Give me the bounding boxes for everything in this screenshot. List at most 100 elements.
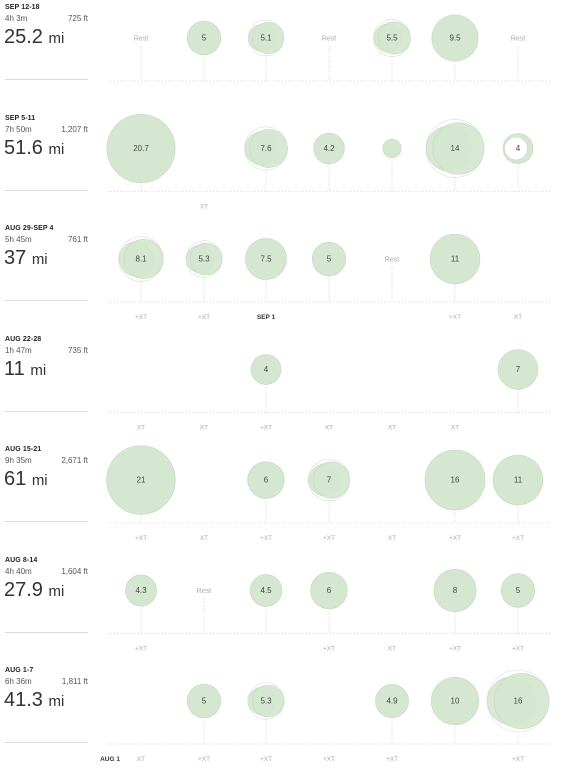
week-miles-unit: mi bbox=[31, 472, 48, 489]
cross-training-label: XT bbox=[388, 646, 396, 653]
cross-training-label: +XT bbox=[260, 756, 272, 763]
run-distance-label: 7.5 bbox=[260, 255, 272, 264]
run-distance-label: 16 bbox=[451, 476, 460, 485]
run-distance-label: 14 bbox=[451, 144, 460, 153]
run-bubble bbox=[125, 574, 157, 607]
run-bubble bbox=[431, 14, 479, 62]
run-distance-label: 4.3 bbox=[135, 586, 147, 595]
run-bubble bbox=[433, 568, 477, 613]
week-miles-value: 11 bbox=[4, 357, 25, 380]
cross-training-label: +XT bbox=[135, 646, 147, 653]
cross-training-label: +XT bbox=[449, 314, 461, 321]
week-elevation: 1,207 ft bbox=[61, 124, 88, 134]
week-summary: SEP 12-18 4h 3m 725 ft 25.2 mi bbox=[0, 0, 584, 110]
week-elevation: 1,811 ft bbox=[61, 677, 88, 686]
run-bubble bbox=[252, 22, 284, 54]
cross-training-label: +XT bbox=[386, 756, 398, 763]
run-bubble bbox=[245, 238, 287, 280]
run-distance-label: 5.1 bbox=[260, 34, 272, 43]
week-total-distance: 51.6 mi bbox=[4, 137, 64, 160]
week-summary: AUG 1-7 6h 36m 1,811 ft 41.3 mi bbox=[0, 663, 584, 773]
run-bubble bbox=[313, 132, 345, 165]
cross-training-label: +XT bbox=[512, 535, 524, 542]
week-summary-divider bbox=[5, 300, 88, 301]
run-distance-label: 7.6 bbox=[260, 144, 272, 153]
cross-training-label: XT bbox=[137, 756, 145, 763]
week-summary: SEP 5-11 7h 50m 1,207 ft 51.6 mi bbox=[0, 111, 584, 221]
run-bubble-outline bbox=[244, 126, 288, 171]
cross-training-label: XT bbox=[200, 535, 208, 542]
week-duration: 6h 36m bbox=[5, 677, 32, 686]
week-total-distance: 11 mi bbox=[4, 358, 46, 381]
week-total-distance: 27.9 mi bbox=[4, 579, 64, 602]
week-duration: 4h 40m bbox=[5, 566, 32, 576]
week-summary-divider bbox=[5, 631, 88, 633]
week-duration: 5h 45m bbox=[5, 235, 32, 244]
run-bubble bbox=[500, 573, 536, 608]
month-start-label: SEP 1 bbox=[257, 314, 276, 321]
cross-training-label: XT bbox=[325, 425, 333, 432]
rest-day-label: Rest bbox=[385, 256, 399, 263]
rest-day-label: Rest bbox=[134, 35, 148, 42]
cross-training-label: +XT bbox=[198, 756, 210, 763]
week-duration: 1h 47m bbox=[5, 345, 32, 355]
run-bubble bbox=[186, 683, 222, 719]
run-distance-label: 5.5 bbox=[386, 34, 398, 43]
run-bubble bbox=[251, 684, 285, 718]
week-date-range: SEP 5-11 bbox=[5, 114, 36, 122]
week-miles-unit: mi bbox=[48, 140, 65, 158]
week-total-distance: 25.2 mi bbox=[4, 26, 64, 49]
cross-training-label: +XT bbox=[323, 756, 335, 763]
run-distance-label: 7 bbox=[327, 476, 332, 485]
cross-training-label: +XT bbox=[135, 314, 147, 321]
run-bubble bbox=[312, 461, 350, 499]
run-bubble bbox=[186, 20, 222, 56]
week-miles-value: 51.6 bbox=[4, 136, 43, 159]
cross-training-label: +XT bbox=[449, 646, 461, 653]
rest-day-label: Rest bbox=[322, 35, 336, 42]
run-distance-label: 4.2 bbox=[323, 144, 335, 153]
cross-training-label: +XT bbox=[260, 535, 272, 542]
run-bubble bbox=[189, 242, 223, 276]
run-distance-label: 11 bbox=[451, 255, 460, 264]
run-distance-label: 8.1 bbox=[135, 255, 147, 264]
cross-training-label: +XT bbox=[323, 646, 335, 653]
run-distance-label: 5 bbox=[202, 697, 207, 706]
cross-training-label: +XT bbox=[512, 756, 524, 763]
week-total-distance: 37 mi bbox=[4, 247, 48, 270]
run-bubble bbox=[311, 241, 347, 277]
week-date-range: AUG 22-28 bbox=[5, 335, 42, 343]
cross-training-label: +XT bbox=[135, 535, 147, 542]
week-miles-value: 25.2 bbox=[4, 26, 43, 48]
run-distance-label: 16 bbox=[514, 697, 523, 706]
week-summary: AUG 22-28 1h 47m 735 ft 11 mi bbox=[0, 332, 584, 442]
week-date-range: SEP 12-18 bbox=[5, 4, 40, 11]
week-summary-divider bbox=[5, 742, 88, 743]
cross-training-label: XT bbox=[388, 425, 396, 432]
run-bubble-outline bbox=[247, 19, 285, 57]
run-bubble-outline bbox=[185, 240, 223, 278]
run-bubble bbox=[424, 449, 486, 511]
rest-day-label: Rest bbox=[197, 588, 211, 595]
run-distance-label: 5 bbox=[202, 34, 207, 43]
rest-day-label: Rest bbox=[511, 35, 525, 42]
run-distance-label: 4 bbox=[264, 365, 269, 374]
week-miles-value: 41.3 bbox=[4, 689, 43, 711]
week-summary-divider bbox=[5, 521, 88, 522]
week-date-range: AUG 15-21 bbox=[5, 446, 42, 453]
week-date-range: AUG 29-SEP 4 bbox=[5, 225, 54, 232]
run-distance-label: 11 bbox=[514, 476, 523, 485]
week-miles-value: 37 bbox=[4, 247, 27, 269]
week-summary: AUG 15-21 9h 35m 2,671 ft 61 mi bbox=[0, 442, 584, 552]
run-bubble-outline bbox=[373, 19, 411, 57]
week-summary-divider bbox=[5, 189, 88, 191]
cross-training-label: XT bbox=[451, 425, 459, 432]
run-bubble bbox=[382, 139, 402, 158]
cross-training-label: XT bbox=[200, 425, 208, 432]
run-distance-label: 5 bbox=[516, 586, 521, 595]
week-total-distance: 61 mi bbox=[4, 468, 48, 491]
run-distance-label: 9.5 bbox=[449, 34, 461, 43]
week-date-range: AUG 1-7 bbox=[5, 667, 34, 674]
week-date-range: AUG 8-14 bbox=[5, 556, 38, 564]
